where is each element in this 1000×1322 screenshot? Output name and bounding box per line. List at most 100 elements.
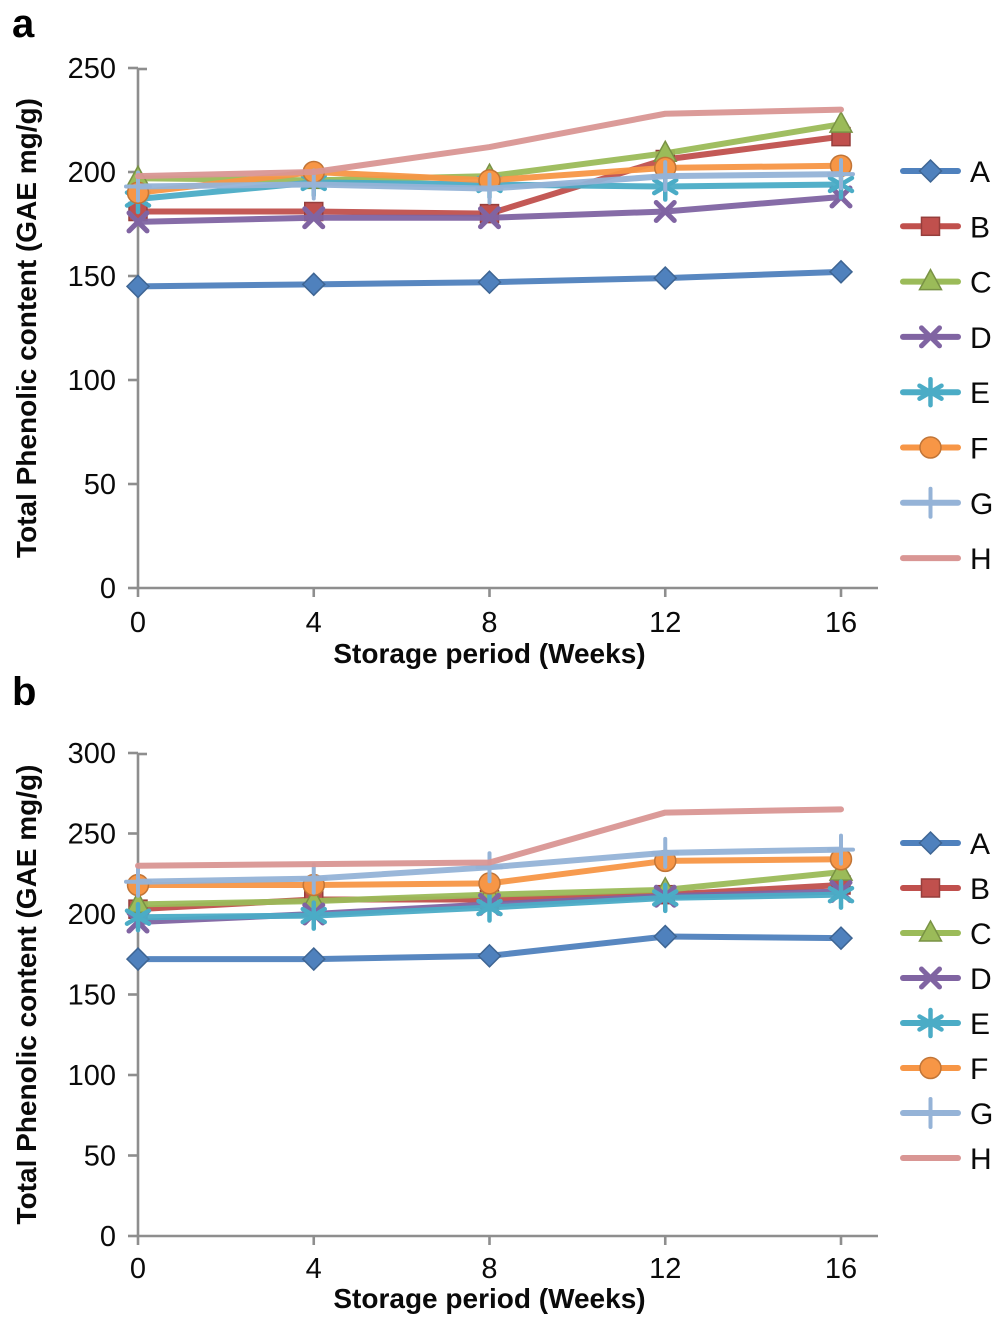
square-marker (920, 878, 941, 898)
panel-a-series-G (124, 158, 855, 205)
triangle-marker (918, 919, 943, 942)
diamond-marker (125, 947, 151, 972)
panel-b-x-axis-title: Storage period (Weeks) (333, 1283, 645, 1314)
panel-b-label: b (12, 670, 37, 714)
legend-label: D (970, 322, 992, 355)
diamond-marker (828, 926, 854, 951)
legend-label: B (970, 873, 990, 906)
legend-item-C: C (900, 267, 992, 300)
y-tick-label: 0 (100, 1221, 116, 1253)
y-tick-label: 0 (100, 573, 116, 605)
series-H-line (135, 106, 844, 180)
panel-a-x-axis-title: Storage period (Weeks) (333, 638, 645, 669)
legend-item-G: G (900, 486, 993, 521)
y-tick-label: 150 (68, 261, 116, 293)
panel-b-series-H (135, 806, 844, 869)
legend-item-H: H (900, 1143, 992, 1176)
diamond-marker (301, 947, 326, 972)
x-marker (919, 966, 942, 990)
series-H-line (135, 806, 844, 869)
panel-b-x-tick-labels: 0 4 8 12 16 (130, 1253, 857, 1285)
legend-label: C (970, 267, 992, 300)
legend-item-A: A (900, 828, 990, 861)
asterisk-marker (300, 900, 327, 931)
legend-label: E (970, 1008, 990, 1041)
circle-marker (919, 436, 942, 459)
y-tick-label: 50 (84, 469, 116, 501)
plus-marker (827, 158, 855, 191)
triangle-marker (828, 110, 854, 133)
x-marker (653, 200, 677, 224)
y-tick-label: 200 (68, 899, 116, 931)
y-tick-label: 100 (68, 365, 116, 397)
diamond-marker (918, 158, 943, 184)
x-marker (126, 210, 150, 234)
plus-marker (651, 160, 680, 193)
diamond-marker (653, 924, 678, 949)
diamond-marker (477, 270, 502, 295)
panel-b-chart: 0 50 100 150 200 250 300 0 4 8 12 16 Total Phenolic … (11, 738, 993, 1314)
legend-label: E (970, 377, 990, 410)
diamond-marker (477, 943, 502, 968)
legend-item-F: F (900, 1053, 988, 1086)
x-tick-label: 0 (130, 607, 146, 639)
x-tick-label: 12 (649, 1253, 681, 1285)
legend-label: C (970, 918, 992, 951)
panel-b-axes (128, 751, 878, 1245)
legend-item-C: C (900, 918, 992, 951)
legend-label: G (970, 1098, 993, 1131)
legend-item-D: D (900, 963, 992, 996)
plus-marker (916, 1097, 945, 1129)
legend-label: H (970, 1143, 992, 1176)
diamond-marker (653, 266, 678, 291)
panel-b-y-axis-title: Total Phenolic content (GAE mg/g) (11, 765, 42, 1225)
x-tick-label: 8 (481, 1253, 497, 1285)
x-marker (478, 206, 501, 230)
legend-item-G: G (900, 1097, 993, 1131)
triangle-marker (918, 268, 943, 291)
panel-a-label: a (12, 2, 35, 46)
plus-marker (299, 168, 328, 201)
x-marker (302, 206, 326, 230)
x-tick-label: 4 (306, 1253, 322, 1285)
legend-item-B: B (900, 211, 990, 244)
legend-label: A (970, 828, 990, 861)
y-tick-label: 250 (68, 819, 116, 851)
legend-item-D: D (900, 322, 992, 355)
legend-item-H: H (900, 543, 992, 576)
legend-label: B (970, 211, 990, 244)
diamond-marker (301, 272, 326, 297)
circle-marker (919, 1056, 942, 1080)
y-tick-label: 300 (68, 738, 116, 770)
y-tick-label: 100 (68, 1060, 116, 1092)
legend-item-F: F (900, 433, 988, 466)
panel-a-chart: 0 50 100 150 200 250 0 4 8 12 16 Total Phenolic con… (11, 53, 993, 669)
diamond-marker (125, 274, 151, 299)
legend-item-E: E (900, 376, 990, 410)
plus-marker (124, 865, 152, 898)
x-tick-label: 0 (130, 1253, 146, 1285)
x-tick-label: 12 (649, 607, 681, 639)
legend-label: G (970, 488, 993, 521)
legend-label: A (970, 156, 990, 189)
asterisk-marker (827, 879, 855, 910)
panel-b-series-G (124, 833, 855, 898)
y-tick-label: 200 (68, 157, 116, 189)
plus-marker (827, 833, 855, 866)
asterisk-marker (652, 882, 679, 914)
diamond-marker (918, 830, 943, 856)
plus-marker (916, 486, 945, 519)
x-tick-label: 16 (825, 607, 857, 639)
diamond-marker (828, 259, 854, 284)
legend-label: D (970, 963, 992, 996)
panel-a-series-A (125, 259, 854, 299)
plus-marker (475, 851, 504, 884)
plus-marker (475, 172, 504, 205)
x-tick-label: 8 (481, 607, 497, 639)
legend-item-A: A (900, 156, 990, 189)
legend-item-B: B (900, 873, 990, 906)
y-tick-label: 250 (68, 53, 116, 85)
